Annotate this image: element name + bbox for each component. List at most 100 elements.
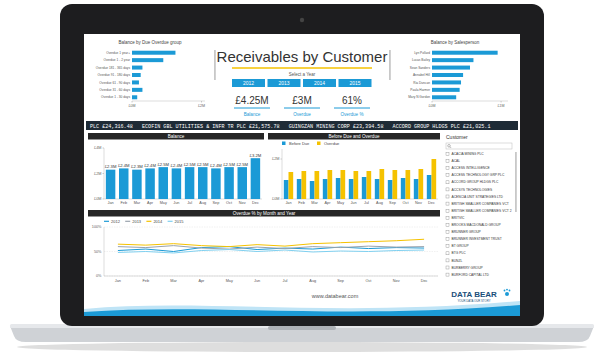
scrollbar xyxy=(389,50,391,80)
category-label: Dec xyxy=(428,201,435,205)
y-axis-line xyxy=(282,149,283,199)
year-button[interactable] xyxy=(303,79,336,87)
data-label: £2.5M xyxy=(236,162,248,167)
category-label: Mar xyxy=(170,279,177,283)
category-label: Overdue 61 - 90 days xyxy=(99,81,130,85)
year-button-label[interactable]: 2014 xyxy=(314,80,325,86)
slicer-item[interactable]: BURBERRY GROUP xyxy=(452,266,484,270)
checkbox[interactable] xyxy=(446,188,449,191)
bar xyxy=(251,158,260,199)
bar xyxy=(211,168,220,199)
checkbox[interactable] xyxy=(446,181,449,184)
year-button[interactable] xyxy=(339,79,372,87)
category-label: Overdue 1 - 2 year xyxy=(103,58,131,62)
checkbox[interactable] xyxy=(446,167,449,170)
kpi-label: Balance xyxy=(244,112,261,117)
slicer-item[interactable]: BRUNNER GROUP xyxy=(452,230,482,234)
slicer-item[interactable]: ACAL xyxy=(452,159,461,163)
slicer-item[interactable]: ACCSYS TECHNOLOGIES xyxy=(452,188,493,192)
slicer-item[interactable]: BT GROUP xyxy=(452,244,470,248)
brand-tagline: YOUR DATA OUR STORY xyxy=(457,299,490,303)
year-button[interactable] xyxy=(268,79,301,87)
category-label: Nov xyxy=(393,279,400,283)
plot-marks xyxy=(118,239,424,253)
slicer-item[interactable]: ACENCIA UNIT STRATEGIES LTD xyxy=(452,195,504,199)
bar xyxy=(341,170,346,199)
category-label: Jun xyxy=(254,279,260,283)
bar xyxy=(388,180,393,199)
search-box[interactable] xyxy=(446,143,512,149)
checkbox[interactable] xyxy=(446,266,449,269)
slicer-item[interactable]: BRITISH SMALLER COMPANIES VCT 2 xyxy=(452,209,512,213)
category-label: May xyxy=(337,201,344,205)
checkbox[interactable] xyxy=(446,152,449,155)
tick-label: £4M xyxy=(94,146,101,150)
paw-icon xyxy=(505,292,509,296)
camera xyxy=(300,18,304,22)
category-label: Aug xyxy=(309,279,316,283)
category-label: Apr xyxy=(325,201,332,205)
category-label: Jun xyxy=(350,201,356,205)
checkbox[interactable] xyxy=(446,202,449,205)
tick-label: 100% xyxy=(92,225,102,229)
legend-label: Before Due xyxy=(289,141,310,146)
category-label: Aug xyxy=(376,201,383,205)
tick-mark xyxy=(201,101,202,103)
bar xyxy=(432,80,461,84)
checkbox[interactable] xyxy=(446,245,449,248)
checkbox[interactable] xyxy=(446,160,449,163)
category-label: Jan xyxy=(108,201,114,205)
year-button[interactable] xyxy=(232,79,265,87)
bar xyxy=(297,179,302,199)
line xyxy=(118,250,424,253)
checkbox[interactable] xyxy=(446,174,449,177)
line xyxy=(118,239,424,246)
bar xyxy=(432,58,473,62)
laptop-lid xyxy=(60,4,544,326)
year-button-label[interactable]: 2015 xyxy=(349,80,360,86)
slicer-item[interactable]: BRITISH SMALLER COMPANIES VCT xyxy=(452,202,509,206)
checkbox[interactable] xyxy=(446,231,449,234)
checkbox[interactable] xyxy=(446,259,449,262)
category-label: Jul xyxy=(364,201,369,205)
legend-label: 2014 xyxy=(153,219,163,224)
bar xyxy=(172,168,181,199)
bar xyxy=(328,170,333,199)
checkbox[interactable] xyxy=(446,238,449,241)
checkbox[interactable] xyxy=(446,223,449,226)
slicer-item[interactable]: ACCORD GROUP HLDGS PLC xyxy=(452,180,499,184)
slicer-item[interactable]: ACCESS INTELLIGENCE xyxy=(452,166,491,170)
slicer-item[interactable]: BROOKS MACDONALD GROUP xyxy=(452,223,502,227)
category-label: Overdue 1 - 30 days xyxy=(101,95,130,99)
checkbox[interactable] xyxy=(446,209,449,212)
data-label: £2.4M xyxy=(118,163,130,168)
category-label: Jun xyxy=(173,201,179,205)
year-button-label[interactable]: 2012 xyxy=(243,80,254,86)
category-label: Jan xyxy=(115,279,121,283)
category-label: Dec xyxy=(421,279,428,283)
bar xyxy=(132,95,137,99)
bar xyxy=(349,179,354,199)
slicer-item[interactable]: ACCESS TECHNOLOGY GRP PLC xyxy=(452,173,505,177)
slicer-item[interactable]: ACACIA MINING PLC xyxy=(452,152,485,156)
checkbox[interactable] xyxy=(446,195,449,198)
checkbox[interactable] xyxy=(446,273,449,276)
chart-title: Overdue % by Month and Year xyxy=(233,211,296,216)
bar xyxy=(132,73,141,77)
checkbox[interactable] xyxy=(446,216,449,219)
slicer-item[interactable]: BRITVIC xyxy=(452,216,466,220)
kpi-value: 61% xyxy=(342,95,362,106)
slicer-item[interactable]: BTG PLC xyxy=(452,251,467,255)
year-button-label[interactable]: 2013 xyxy=(278,80,289,86)
category-label: Lyn Pollard xyxy=(414,51,430,55)
kpi-underline xyxy=(234,108,270,109)
slicer-item[interactable]: BRUNNER INVESTMENT TRUST xyxy=(452,237,502,241)
checkbox[interactable] xyxy=(446,252,449,255)
title-underline xyxy=(232,67,372,69)
bar xyxy=(406,170,411,199)
slicer-item[interactable]: BUNZL xyxy=(452,259,463,263)
bar xyxy=(302,171,307,199)
slicer-item[interactable]: BURFORD CAPITAL LTD xyxy=(452,273,490,277)
legend-swatch xyxy=(282,142,286,146)
tick-label: £0M xyxy=(129,104,136,108)
